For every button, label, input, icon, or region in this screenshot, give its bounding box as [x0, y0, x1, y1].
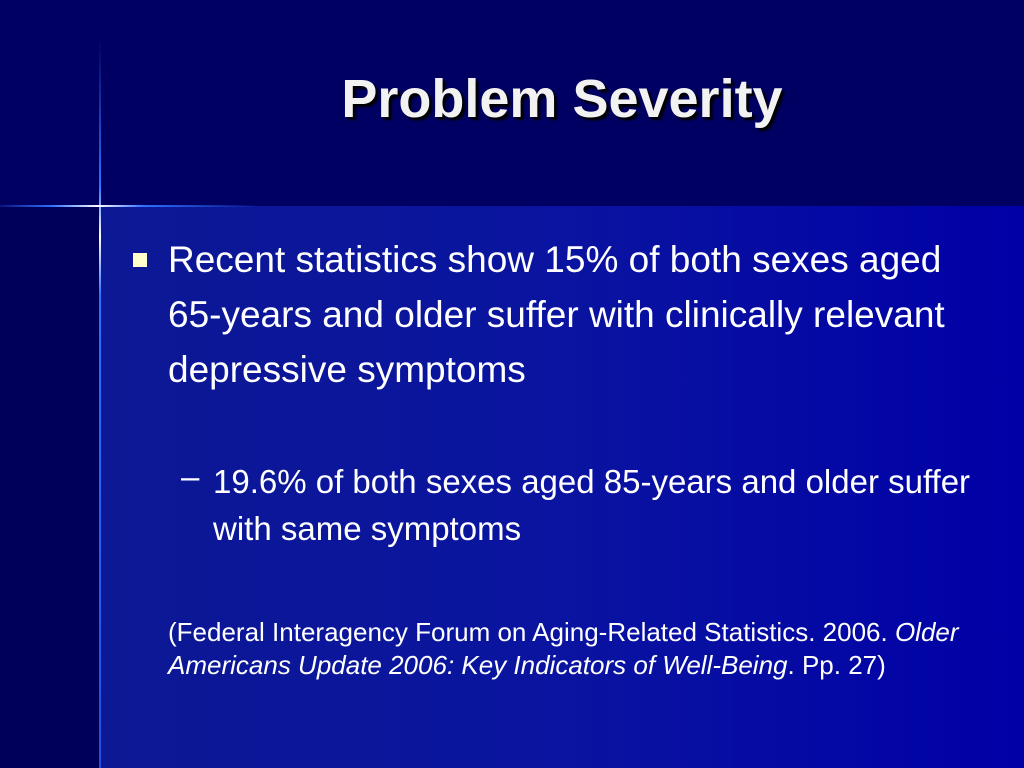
content-panel-background	[100, 206, 1024, 768]
slide-title: Problem Severity	[341, 69, 783, 129]
horizontal-accent-line	[0, 205, 260, 207]
bullet-text: Recent statistics show 15% of both sexes…	[168, 239, 945, 390]
square-bullet-icon	[133, 253, 147, 267]
citation-part1: (Federal Interagency Forum on Aging-Rela…	[168, 617, 895, 647]
sub-bullet-text: 19.6% of both sexes aged 85-years and ol…	[213, 463, 971, 547]
vertical-accent-line	[99, 40, 101, 768]
citation-title: Older Americans Update 2006: Key Indicat…	[168, 617, 959, 680]
citation-part2: . Pp. 27)	[787, 650, 886, 680]
title-area-background	[0, 0, 1024, 206]
dash-bullet-icon: –	[181, 458, 200, 495]
left-strip-background	[0, 206, 100, 768]
citation: (Federal Interagency Forum on Aging-Rela…	[168, 616, 998, 682]
